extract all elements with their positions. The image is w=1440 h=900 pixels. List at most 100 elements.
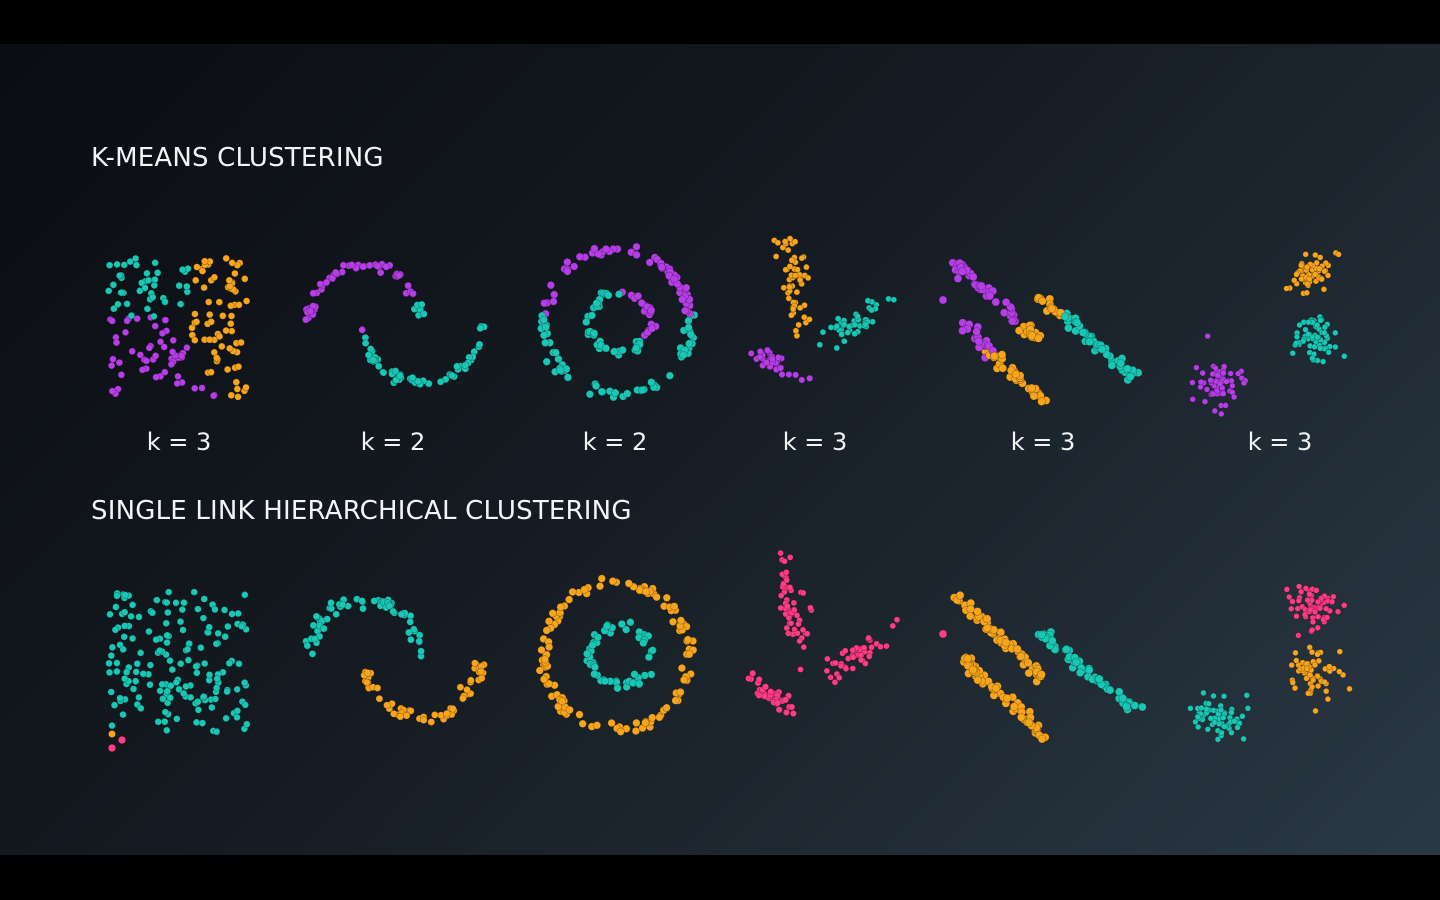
data-point	[169, 336, 178, 344]
data-point	[1207, 715, 1215, 722]
data-point	[768, 355, 776, 363]
data-point	[221, 632, 229, 641]
data-point	[213, 674, 221, 683]
data-point	[1309, 676, 1317, 684]
data-point	[789, 305, 797, 313]
data-point	[1029, 391, 1039, 401]
data-point	[582, 649, 592, 658]
data-point	[784, 602, 791, 610]
data-point	[174, 372, 182, 381]
data-point	[1319, 358, 1327, 365]
data-point	[608, 577, 617, 586]
data-point	[241, 701, 250, 709]
data-point	[1212, 364, 1219, 372]
data-point	[570, 262, 579, 271]
data-point	[1308, 648, 1316, 656]
data-point	[220, 606, 229, 614]
data-point	[163, 726, 171, 734]
scatter-plots	[104, 235, 1353, 753]
kmeans-concentric-circles-plot	[537, 242, 699, 402]
data-point	[448, 704, 457, 713]
data-point	[166, 693, 175, 702]
data-point	[1072, 318, 1082, 327]
data-point	[201, 659, 209, 668]
data-point	[794, 629, 801, 637]
data-point	[1296, 321, 1303, 329]
data-point	[854, 312, 861, 320]
data-point	[1306, 644, 1313, 651]
data-point	[215, 332, 224, 341]
data-point	[1231, 717, 1238, 725]
data-point	[373, 262, 382, 270]
data-point	[207, 368, 215, 376]
data-point	[778, 370, 786, 378]
data-point	[193, 263, 201, 271]
data-point	[145, 344, 154, 352]
data-point	[477, 674, 486, 683]
data-point	[789, 709, 797, 717]
data-point	[833, 322, 841, 330]
data-point	[1205, 700, 1213, 707]
kmeans-two-moons-plot	[302, 260, 488, 389]
data-point	[1295, 583, 1303, 590]
data-point	[361, 339, 370, 348]
data-point	[611, 388, 620, 397]
data-point	[783, 624, 791, 632]
data-point	[782, 708, 790, 716]
data-point	[1007, 316, 1017, 326]
data-point	[633, 291, 643, 301]
data-point	[762, 683, 770, 691]
data-point	[402, 711, 411, 720]
single-link-parallel-stripes-plot	[938, 590, 1147, 744]
data-point	[1240, 735, 1247, 743]
data-point	[544, 642, 554, 652]
data-point	[1289, 679, 1297, 686]
data-point	[448, 371, 456, 380]
data-point	[105, 261, 114, 269]
data-point	[786, 235, 794, 242]
data-point	[207, 318, 215, 326]
data-point	[227, 312, 236, 320]
data-point	[158, 680, 166, 689]
data-point	[120, 261, 129, 269]
data-point	[1334, 608, 1342, 615]
data-point	[364, 351, 373, 359]
data-point	[240, 678, 249, 687]
data-point	[192, 276, 200, 285]
data-point	[1218, 410, 1225, 418]
data-point	[1309, 618, 1317, 626]
data-point	[590, 329, 599, 338]
data-point	[1323, 614, 1331, 621]
data-point	[780, 284, 788, 291]
data-point	[582, 317, 591, 327]
data-point	[631, 726, 641, 736]
data-point	[1293, 271, 1300, 278]
data-point	[835, 674, 843, 682]
k-label-anisotropic-blobs: k = 3	[782, 428, 848, 456]
data-point	[310, 635, 319, 643]
data-point	[374, 362, 383, 371]
data-point	[762, 358, 770, 366]
data-point	[890, 296, 898, 303]
data-point	[785, 295, 793, 302]
data-point	[193, 669, 201, 677]
data-point	[632, 250, 641, 259]
data-point	[385, 601, 394, 610]
data-point	[161, 316, 170, 324]
data-point	[138, 366, 147, 374]
data-point	[783, 576, 791, 584]
data-point	[1122, 702, 1131, 712]
data-point	[120, 608, 129, 616]
data-point	[113, 659, 121, 667]
data-point	[816, 341, 824, 349]
data-point	[676, 687, 685, 697]
data-point	[849, 653, 857, 661]
slide: K-MEANS CLUSTERING SINGLE LINK HIERARCHI…	[0, 44, 1440, 855]
data-point	[127, 312, 136, 320]
data-point	[419, 310, 428, 318]
data-point	[590, 244, 599, 253]
data-point	[179, 689, 188, 698]
data-point	[1001, 638, 1011, 647]
data-point	[632, 344, 641, 353]
data-point	[1292, 339, 1300, 347]
